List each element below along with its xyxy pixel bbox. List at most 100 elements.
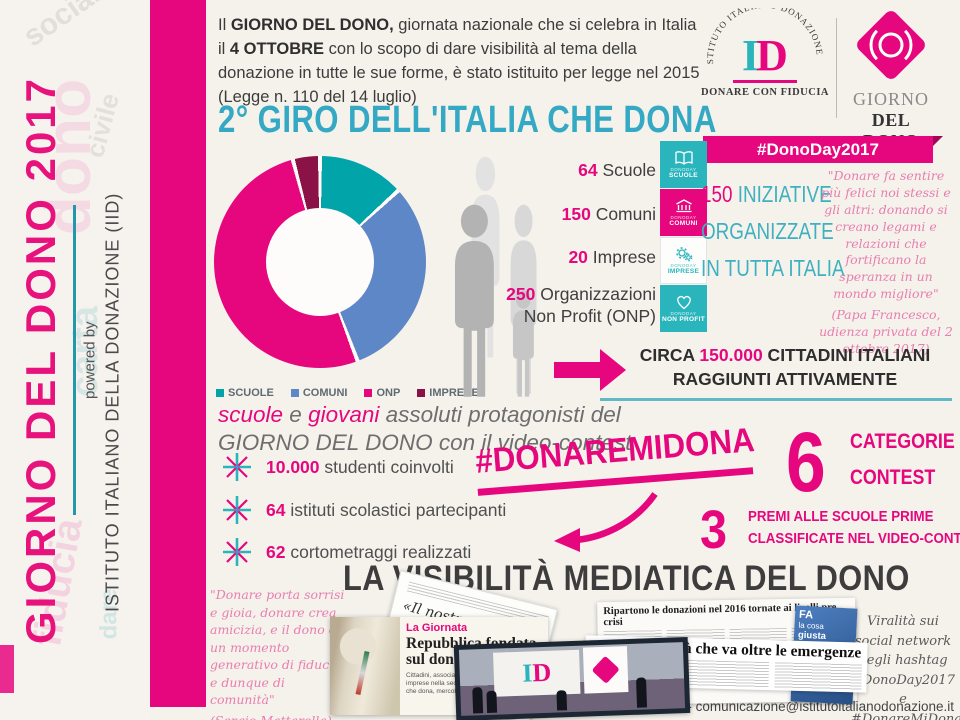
six-labels: CATEGORIE CONTEST [850, 424, 955, 495]
poster-title-vertical: GIORNO DEL DONO 2017 [17, 75, 64, 645]
six-number: 6 [786, 415, 826, 509]
six-label1: CATEGORIE [850, 430, 955, 453]
contest-stat-number: 62 [266, 541, 286, 562]
vc-intro-line2: GIORNO DEL DONO con il video-contest [218, 430, 632, 456]
quote-attribution: (Sergio Mattarella) [210, 712, 332, 720]
stat-label2: Non Profit (ONP) [523, 305, 656, 326]
contest-stat-text: 64 istituti scolastici partecipanti [266, 500, 506, 521]
legend-swatch [417, 389, 426, 397]
stat-onp: 250 Organizzazioni Non Profit (ONP) [440, 284, 656, 328]
open-book-icon [674, 151, 693, 165]
teal-divider-line [600, 398, 952, 401]
gears-icon [675, 247, 692, 262]
vc-pink-scuole: scuole [218, 402, 284, 427]
donut-hole [266, 208, 374, 316]
pink-vertical-bar [150, 0, 206, 707]
reach-line2: RAGGIUNTI ATTIVAMENTE [672, 368, 898, 389]
chart-legend: SCUOLE COMUNI ONP IMPRESE [216, 387, 479, 399]
iid-monogram: ID [700, 34, 830, 78]
intro-bold-4-ottobre: 4 OTTOBRE [229, 39, 325, 58]
video-contest-intro: scuole e giovani assoluti protagonisti d… [218, 401, 631, 457]
badge-label: IMPRESE [667, 268, 700, 275]
monogram-d: D [756, 31, 788, 80]
reach-text: CITTADINI ITALIANI [762, 345, 931, 365]
legend-label: ONP [376, 387, 401, 399]
iniziative-line3: IN TUTTA ITALIA [701, 254, 845, 281]
intro-text: con lo scopo di dare visibilità al tema … [218, 39, 700, 106]
diamond-icon [591, 655, 620, 684]
donoday-badge-column: DONODAY SCUOLE DONODAY COMUNI DONODAY IM… [660, 141, 707, 333]
three-label2: CLASSIFICATE NEL VIDEO-CONTEST [748, 531, 960, 548]
legend-swatch [364, 389, 373, 397]
badge-scuole: DONODAY SCUOLE [660, 141, 707, 188]
gdd-line1: GIORNO [853, 89, 929, 109]
asterisk-icon [223, 496, 251, 524]
badge-comuni: DONODAY COMUNI [660, 189, 707, 236]
iid-arc-text: ISTITUTO ITALIANO DONAZIONE [705, 8, 825, 64]
svg-text:ISTITUTO ITALIANO DONAZIONE: ISTITUTO ITALIANO DONAZIONE [705, 8, 825, 64]
social-virality-note: Viralità sui social network degli hashta… [851, 614, 960, 720]
three-number: 3 [700, 500, 728, 560]
intro-bold-giorno-del-dono: GIORNO DEL DONO, [230, 16, 394, 34]
stat-scuole: 64 Scuole [470, 160, 656, 182]
badge-imprese: DONODAY IMPRESE [660, 237, 707, 284]
quote-mattarella: "Donare porta sorrisi e gioia, donare cr… [210, 586, 352, 720]
contest-stat-cortometraggi: 62 cortometraggi realizzati [222, 537, 471, 567]
ribbon-fold [933, 136, 943, 146]
legend-item-onp: ONP [364, 387, 400, 399]
contest-stat-text: 10.000 studenti coinvolti [266, 457, 454, 478]
iniziative-callout: 150 INIZIATIVE ORGANIZZATE IN TUTTA ITAL… [701, 176, 845, 286]
legend-swatch [216, 389, 224, 397]
section-heading-giro-italia: 2° GIRO DELL'ITALIA CHE DONA [218, 99, 717, 141]
stat-label: Imprese [592, 247, 656, 267]
person-silhouette [472, 687, 484, 714]
stat-value: 250 [506, 284, 536, 304]
badge-small-label: DONODAY [670, 311, 697, 316]
intro-text: giornata nazionale che si celebra in Ita… [218, 16, 697, 58]
stat-comuni: 150 Comuni [470, 204, 656, 226]
intro-paragraph: Il GIORNO DEL DONO, giornata nazionale c… [218, 14, 704, 110]
donoday-ribbon: #DonoDay2017 [703, 136, 933, 163]
iid-logo: ISTITUTO ITALIANO DONAZIONE ID DONARE CO… [700, 8, 830, 134]
contest-stat-istituti: 64 istituti scolastici partecipanti [222, 495, 506, 525]
contest-stat-label: studenti coinvolti [324, 456, 454, 477]
contest-stat-label: istituti scolastici partecipanti [290, 499, 507, 520]
stat-value: 150 [561, 204, 591, 224]
monogram-i: I [742, 31, 760, 80]
iniziative-rest: INIZIATIVE [732, 181, 832, 207]
stat-value: 64 [578, 160, 598, 180]
stat-label: Scuole [602, 160, 656, 180]
badge-non-profit: DONODAY NON PROFIT [660, 285, 707, 332]
legend-item-scuole: SCUOLE [216, 387, 274, 399]
powered-by-label: powered by [81, 321, 99, 399]
intro-text: Il [218, 16, 231, 34]
quote-papa-francesco: "Donare fa sentire più felici noi stessi… [816, 168, 956, 358]
iniziative-line1: 150 INIZIATIVE [701, 176, 832, 213]
legend-label: COMUNI [302, 387, 348, 399]
diamond-swirl-icon [857, 11, 925, 79]
reach-statement: CIRCA 150.000 CITTADINI ITALIANI RAGGIUN… [618, 344, 952, 391]
vc-intro-line1: scuole e giovani assoluti protagonisti d… [218, 401, 631, 429]
six-label2: CONTEST [850, 465, 936, 489]
stat-value: 20 [568, 247, 588, 267]
monogram-underline [733, 80, 797, 83]
contest-stat-label: cortometraggi realizzati [290, 541, 472, 562]
giorno-del-dono-logo: GIORNO DEL DONO [845, 10, 937, 151]
iid-tagline: DONARE CON FIDUCIA [700, 87, 829, 98]
clip-kicker: La Giornata [406, 622, 468, 634]
badge-small-label: DONODAY [670, 263, 697, 268]
stat-label: Organizzazioni [540, 284, 656, 304]
person-silhouette [635, 677, 648, 708]
municipality-building-icon [675, 199, 692, 213]
person-silhouette [556, 690, 568, 711]
person-silhouette [486, 690, 498, 713]
reach-number: 150.000 [699, 345, 763, 365]
sidebar-divider-line [73, 205, 76, 515]
quote-text: "Donare porta sorrisi e gioia, donare cr… [210, 587, 345, 707]
quote-attribution: (Papa Francesco, udienza privata del 2 o… [819, 307, 953, 356]
badge-small-label: DONODAY [670, 215, 697, 220]
